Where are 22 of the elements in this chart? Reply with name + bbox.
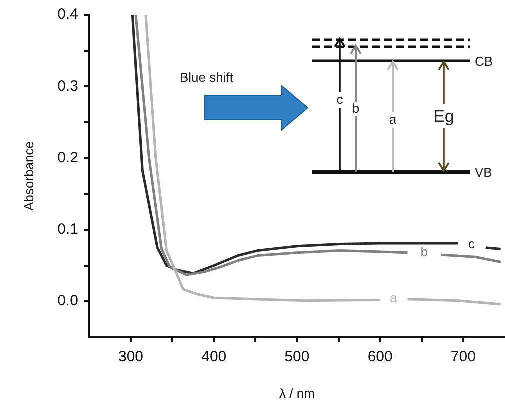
y-tick-label: 0.2	[58, 149, 78, 166]
series-label: b	[420, 244, 428, 260]
annotation: a	[389, 112, 398, 127]
series-label: c	[468, 236, 476, 252]
annotation: b	[352, 101, 360, 116]
x-tick-label: 600	[368, 348, 393, 366]
annotation: Blue shift	[180, 70, 234, 85]
annotation: c	[336, 92, 344, 107]
annotation: CB	[475, 54, 494, 69]
y-tick-label: 0.1	[58, 221, 78, 238]
y-tick-label: 0.3	[58, 78, 78, 95]
x-tick-label: 300	[118, 348, 144, 366]
x-tick-label: 500	[284, 348, 310, 366]
series-label: a	[390, 290, 398, 306]
annotation: VB	[475, 165, 492, 180]
y-tick-label: 0.4	[58, 6, 78, 24]
y-tick-label: 0.0	[58, 292, 78, 310]
x-tick-label: 700	[450, 348, 476, 366]
x-tick-label: 400	[202, 348, 227, 366]
annotation: Eg	[434, 107, 454, 126]
x-axis-title: λ / nm	[280, 386, 315, 401]
y-axis-title: Absorbance	[21, 142, 36, 211]
